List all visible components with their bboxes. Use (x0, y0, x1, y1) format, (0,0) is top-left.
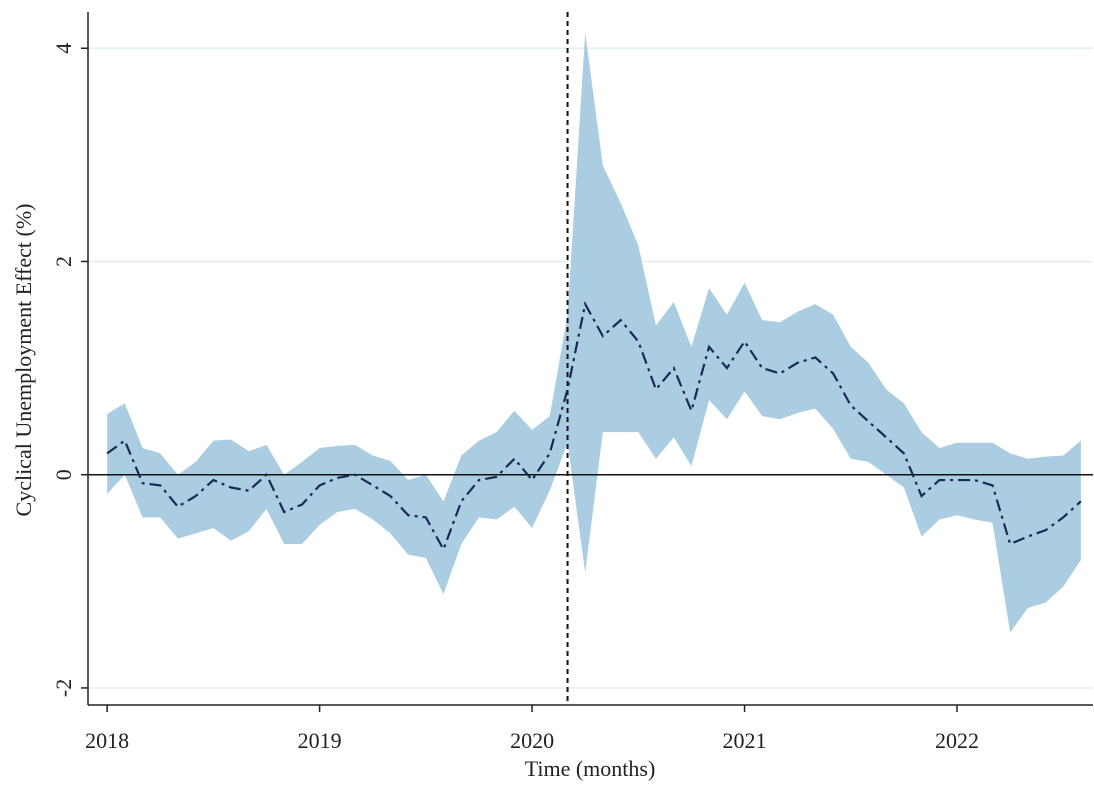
x-tick-label: 2021 (723, 728, 767, 753)
x-tick-label: 2019 (298, 728, 342, 753)
confidence-band (107, 32, 1081, 633)
y-tick-label: 0 (51, 469, 76, 480)
x-tick-label: 2018 (85, 728, 129, 753)
y-tick-label: 2 (51, 256, 76, 267)
x-tick-label: 2022 (935, 728, 979, 753)
y-axis-title: Cyclical Unemployment Effect (%) (11, 204, 36, 517)
x-axis-title: Time (months) (525, 756, 656, 781)
x-tick-label: 2020 (510, 728, 554, 753)
y-tick-label: -2 (51, 679, 76, 697)
y-tick-label: 4 (51, 43, 76, 54)
estimate-line (106, 300, 1082, 552)
